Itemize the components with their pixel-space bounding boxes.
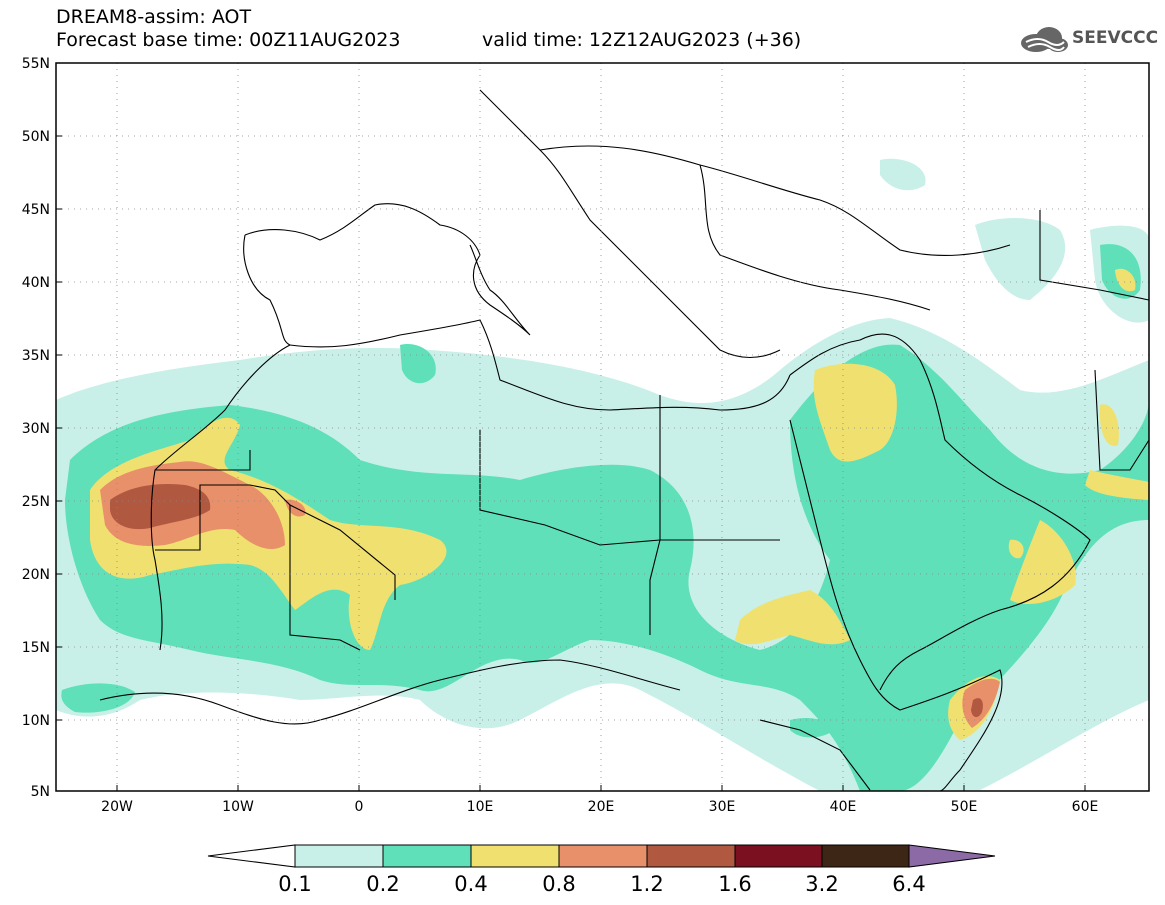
graticule — [56, 63, 1149, 791]
lat-label: 50N — [21, 129, 50, 145]
map-title: DREAM8-assim: AOT — [56, 6, 252, 28]
colorbar-label: 0.4 — [454, 872, 488, 896]
colorbar-segment — [821, 844, 910, 868]
country-borders — [99, 89, 1149, 791]
valid-time: valid time: 12Z12AUG2023 (+36) — [482, 29, 802, 51]
lon-label: 50E — [950, 799, 978, 815]
colorbar-label: 0.1 — [278, 872, 312, 896]
lat-label: 20N — [21, 567, 50, 583]
aot-level-1.2 — [110, 483, 983, 718]
lat-label: 35N — [21, 348, 50, 364]
lat-label: 45N — [21, 202, 50, 218]
lon-label: 40E — [829, 799, 857, 815]
lon-label: 60E — [1071, 799, 1099, 815]
lon-label: 20E — [587, 799, 615, 815]
lat-label: 10N — [21, 713, 50, 729]
colorbar-over-triangle — [908, 844, 996, 868]
colorbar-label: 3.2 — [805, 872, 839, 896]
seevccc-logo: SEEVCCC — [1018, 24, 1158, 56]
axis-ticks — [56, 62, 1086, 791]
plot-frame — [55, 62, 1150, 792]
colorbar-segment — [294, 844, 384, 868]
lat-label: 15N — [21, 640, 50, 656]
lat-label: 25N — [21, 494, 50, 510]
lon-label: 20W — [101, 799, 133, 815]
aot-level-0.2 — [61, 244, 1149, 791]
forecast-base-time: Forecast base time: 00Z11AUG2023 — [56, 29, 401, 51]
lon-label: 10W — [222, 799, 254, 815]
lon-label: 30E — [708, 799, 736, 815]
aot-field — [56, 63, 1149, 791]
logo-text: SEEVCCC — [1072, 28, 1159, 48]
colorbar-segment — [470, 844, 560, 868]
lon-label: 10E — [466, 799, 494, 815]
colorbar-label: 6.4 — [892, 872, 926, 896]
lat-label: 5N — [30, 784, 50, 800]
colorbar-segment — [558, 844, 648, 868]
lat-label: 55N — [21, 56, 50, 72]
lat-label: 40N — [21, 275, 50, 291]
lat-label: 30N — [21, 421, 50, 437]
cloud-icon — [1021, 27, 1068, 52]
colorbar-segment — [382, 844, 472, 868]
colorbar-label: 0.8 — [542, 872, 576, 896]
colorbar-label: 0.2 — [366, 872, 400, 896]
colorbar-segment — [734, 844, 823, 868]
lon-label: 0 — [354, 799, 364, 815]
colorbar-under-triangle — [207, 844, 296, 868]
colorbar-label: 1.6 — [718, 872, 752, 896]
colorbar-segment — [646, 844, 736, 868]
colorbar — [207, 844, 996, 868]
colorbar-label: 1.2 — [630, 872, 664, 896]
